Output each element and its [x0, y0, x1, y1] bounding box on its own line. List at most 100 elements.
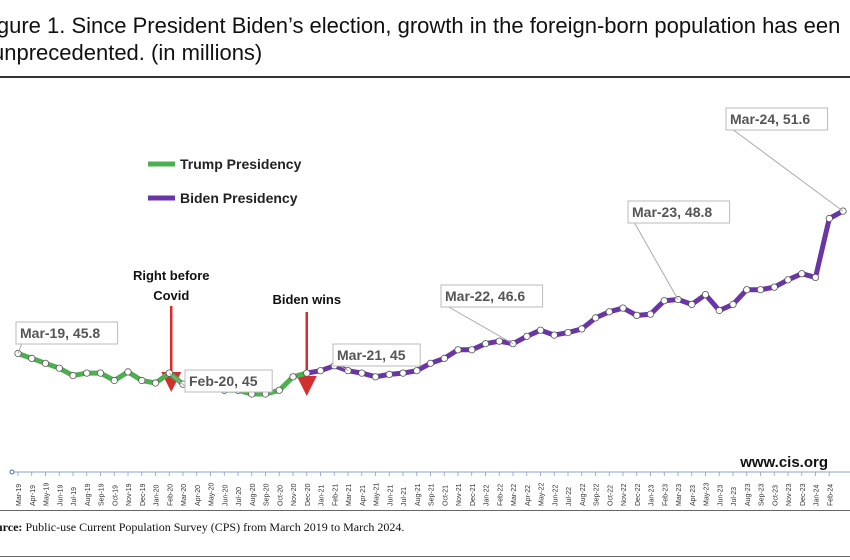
data-point [454, 346, 462, 354]
x-tick-label: Feb-22 [497, 484, 504, 506]
x-tick-label: Jun-22 [552, 484, 559, 506]
x-tick-label: Apr-23 [690, 485, 697, 506]
data-point [536, 326, 545, 334]
x-tick-label: Jul-20 [236, 487, 243, 506]
x-axis: Mar-19 Apr-19 May-19 Jun-19 Jul-19 Aug-19 Sep-… [9, 469, 850, 506]
data-point [344, 367, 352, 375]
x-tick-label: Sep-19 [99, 483, 106, 506]
series-lines [15, 208, 846, 397]
x-tick-label: Oct-23 [772, 485, 779, 506]
x-tick-label: Jan-23 [649, 484, 656, 506]
source-label: urce: [0, 520, 23, 534]
data-point [316, 367, 325, 375]
x-tick-label: Aug-20 [250, 483, 257, 506]
label-box [627, 200, 731, 224]
annotation-text: Biden wins [272, 292, 341, 307]
data-point [550, 331, 558, 339]
label-box [15, 321, 119, 345]
annotations: Right before Covid Biden wins [133, 268, 341, 396]
x-tick-label: Sep-21 [429, 483, 436, 506]
data-point [275, 386, 283, 394]
data-point [83, 369, 91, 377]
data-point [619, 304, 627, 312]
data-point [605, 308, 613, 316]
data-point [715, 306, 723, 315]
data-point [41, 359, 50, 367]
data-point [729, 300, 737, 308]
label-leader [17, 342, 23, 354]
annotation-text: Covid [153, 288, 189, 303]
data-point [591, 314, 600, 322]
data-point [825, 214, 833, 223]
label-leader [446, 305, 514, 345]
data-point [371, 373, 380, 381]
x-tick-label: Sep-23 [759, 483, 766, 506]
x-tick-label: Apr-21 [360, 485, 367, 506]
x-tick-label: Nov-21 [456, 483, 463, 506]
line-chart: Trump Presidency Biden Presidency Right b… [9, 107, 850, 506]
x-tick-label: Jan-20 [154, 484, 161, 506]
x-tick-label: Mar-20 [181, 484, 188, 506]
data-point [509, 340, 517, 348]
series-line [304, 208, 846, 380]
x-tick-label: Dec-20 [305, 483, 312, 506]
data-point [674, 295, 682, 304]
x-tick-label: Nov-23 [786, 483, 793, 506]
data-point [564, 329, 572, 337]
x-tick-label: Mar-22 [511, 484, 518, 506]
data-point [701, 291, 710, 299]
x-tick-label: Apr-20 [195, 485, 202, 506]
x-tick-label: Feb-21 [332, 484, 339, 506]
data-point [413, 367, 421, 375]
x-tick-label: Jan-22 [484, 484, 491, 506]
x-tick-label: Aug-19 [85, 483, 92, 506]
data-point [633, 311, 641, 319]
data-point [646, 310, 655, 318]
x-tick-label: Nov-22 [621, 483, 628, 506]
x-tick-label: Feb-23 [662, 484, 669, 506]
data-point [138, 376, 146, 385]
x-tick-label: Aug-21 [415, 483, 422, 506]
data-point [578, 325, 586, 333]
x-tick-label: Nov-19 [126, 483, 133, 506]
x-tick-label: Jun-20 [222, 484, 229, 506]
data-point [468, 346, 476, 354]
legend-label: Trump Presidency [180, 156, 302, 172]
data-point [743, 286, 751, 294]
data-point [399, 369, 407, 377]
watermark: www.cis.org [739, 454, 828, 471]
data-point [289, 373, 297, 381]
data-points [14, 207, 847, 398]
x-tick-label: Feb-24 [827, 484, 834, 506]
data-point [784, 276, 792, 284]
data-label: Mar-19, 45.8 [20, 325, 100, 341]
x-tick-label: Dec-23 [800, 483, 807, 506]
data-label: Mar-24, 51.6 [730, 111, 810, 127]
x-tick-label: Jul-23 [731, 487, 738, 506]
x-tick-label: Jun-21 [387, 484, 394, 506]
x-tick-label: Nov-20 [291, 483, 298, 506]
x-tick-label: May-22 [539, 483, 546, 506]
axis-handle [9, 469, 15, 475]
data-label: Mar-23, 48.8 [632, 204, 712, 220]
x-tick-label: Dec-21 [470, 483, 477, 506]
label-box [440, 284, 544, 308]
data-point [481, 340, 490, 348]
x-tick-label: May-21 [374, 483, 381, 506]
annotation-text: Right before [133, 268, 210, 283]
data-point [303, 369, 311, 377]
label-box [725, 107, 829, 131]
x-tick-label: May-19 [44, 483, 51, 506]
label-leader [633, 221, 679, 300]
data-point [688, 300, 696, 308]
data-point [798, 270, 806, 278]
x-tick-label: Apr-19 [30, 485, 37, 506]
data-point [124, 368, 132, 376]
label-box [332, 343, 421, 367]
x-tick-label: Jan-21 [319, 484, 326, 506]
source-text: Public-use Current Population Survey (CP… [22, 520, 405, 534]
data-point [110, 376, 118, 385]
x-tick-label: Mar-19 [16, 484, 23, 506]
x-tick-label: May-20 [209, 483, 216, 506]
x-tick-label: Aug-23 [745, 483, 752, 506]
